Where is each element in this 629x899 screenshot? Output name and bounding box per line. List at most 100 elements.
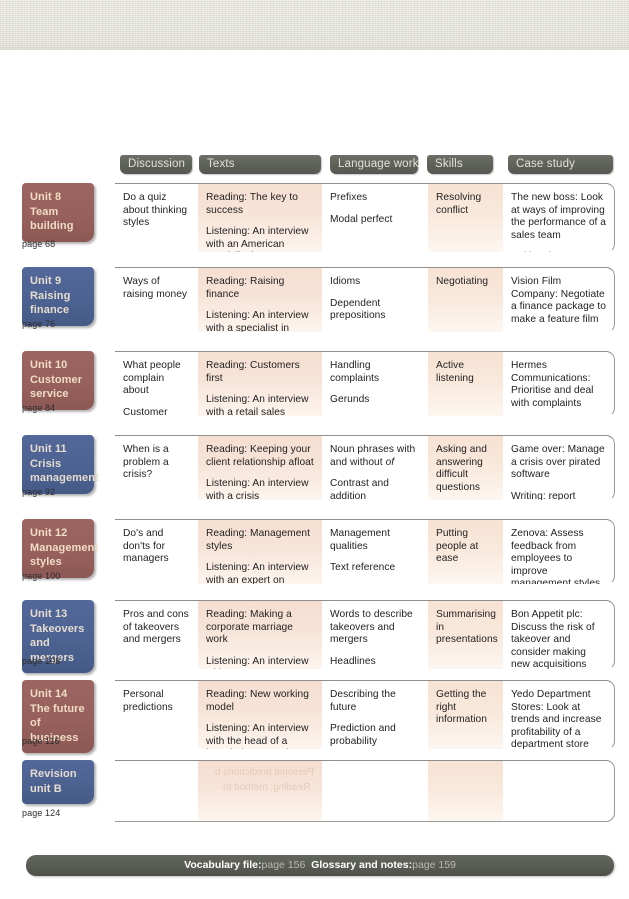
unit-tab[interactable]: Unit 13 Takeovers and mergers [22,600,94,673]
skills-column-shade [428,184,503,252]
unit-tab-line2: Crisis management [30,457,99,485]
cell-paragraph: Modal perfect [330,213,393,225]
cell-discussion: Do a quiz about thinking styles [115,184,198,236]
skills-column-shade [428,352,503,416]
cell-paragraph: Text reference [330,562,396,574]
unit-tab[interactable]: Unit 10 Customer service [22,351,94,410]
cell-discussion: Do's and don'ts for managers [115,520,198,572]
cell-paragraph: Personal predictions [123,689,173,713]
vocabulary-file-label: Vocabulary file: [184,859,262,871]
unit-tab-line2: unit B [30,782,62,795]
cell-language-work: Management qualities Text reference [322,520,428,581]
cell-paragraph: Hermes Communications: Prioritise and de… [511,360,594,409]
cell-paragraph: Asking and answering difficult questions [436,444,487,493]
column-header-texts: Texts [199,155,321,174]
cell-paragraph: Game over: Manage a crisis over pirated … [511,444,605,481]
cell-paragraph: The new boss: Look at ways of improving … [511,192,607,241]
column-header-case-study: Case study [508,155,613,174]
cell-discussion: When is a problem a crisis? [115,436,198,488]
cell-paragraph: Putting people at ease [436,528,479,565]
unit-page-reference: page 124 [22,808,61,818]
unit-tab-line1: Unit 12 [30,527,68,539]
column-header-language-work: Language work [330,155,418,174]
unit-page-reference: page 108 [22,656,61,666]
cell-skills: Summarising in presentations [428,601,503,653]
unit-row: Unit 10 Customer service page 84 What peopl… [0,351,629,423]
cell-language-work: Prefixes Modal perfect [322,184,428,232]
cell-texts: Reading: Keeping your client relationshi… [198,436,322,501]
cell-paragraph: Dependent prepositions [330,297,386,322]
unit-tab-line2: Management styles [30,541,99,569]
unit-page-reference: page 116 [22,736,60,746]
unit-row-content: Pros and cons of takeovers and mergers Re… [115,600,615,670]
cell-case-study [503,761,614,775]
unit-row: Unit 8 Team building page 68 Do a quiz abou… [0,183,629,259]
unit-row-content: Personal predictions Reading: New working… [115,680,615,750]
cell-paragraph: Reading: The key to success [206,192,298,216]
unit-tab[interactable]: Unit 12 Management styles [22,519,99,578]
texts-column-shade [198,352,322,416]
cell-texts: Reading: New working model Listening: An … [198,681,322,749]
cell-language-work: Words to describe takeovers and mergers H… [322,601,428,669]
cell-skills: Negotiating [428,268,503,295]
unit-tab[interactable]: Unit 9 Raising finance [22,267,94,326]
cell-paragraph: Reading: Management styles [206,528,311,552]
cell-paragraph: Resolving conflict [436,192,482,216]
unit-tab[interactable]: Unit 14 The future of business [22,680,94,753]
unit-tab[interactable]: Unit 8 Team building [22,183,94,242]
cell-paragraph: Words to describe takeovers and mergers [330,609,413,646]
cell-paragraph: Writing: letter [511,251,607,252]
unit-tab-line2: The future of business [30,702,85,744]
unit-row-content: When is a problem a crisis? Reading: Keep… [115,435,615,501]
column-headers: Discussion Texts Language work Skills Case s… [0,155,629,174]
cell-texts: Reading: Making a corporate marriage wor… [198,601,322,669]
cell-paragraph: When is a problem a crisis? [123,444,169,481]
unit-page-reference: page 76 [22,319,56,329]
unit-tab-line2: Takeovers and mergers [30,622,85,664]
glossary-page: page 159 [412,859,456,871]
cell-case-study: The new boss: Look at ways of improving … [503,184,614,252]
cell-discussion [115,761,198,775]
unit-tab-line1: Unit 11 [30,443,67,455]
skills-column-shade [428,761,503,821]
cell-skills: Getting the right information [428,681,503,733]
unit-tab-line1: Unit 8 [30,191,62,203]
unit-row-content: Personal predictions b Reading: method to [115,760,615,822]
vocabulary-file-page: page 156 [261,859,306,871]
cell-paragraph: Handling complaints [330,360,380,384]
cell-paragraph: Customer complaints [123,406,168,417]
unit-row: Unit 11 Crisis management page 92 When is a… [0,435,629,507]
cell-paragraph: Reading: Making a corporate marriage wor… [206,609,293,646]
skills-column-shade [428,436,503,500]
cell-language-work: Describing the future Prediction and prob… [322,681,428,749]
texts-column-shade [198,601,322,669]
unit-page-reference: page 100 [22,571,61,581]
column-header-discussion: Discussion [120,155,192,174]
unit-tab-line1: Unit 14 [30,688,68,700]
unit-page-reference: page 92 [22,487,56,497]
unit-tab-line1: Unit 9 [30,275,62,287]
cell-case-study: Zenova: Assess feedback from employees t… [503,520,614,584]
cell-discussion: What people complain about Customer compl… [115,352,198,417]
cell-texts: Reading: Management styles Listening: An … [198,520,322,585]
unit-tab-line1: Unit 10 [30,359,68,371]
unit-row: Unit 12 Management styles page 100 Do's and… [0,519,629,591]
texts-column-shade [198,436,322,500]
cell-paragraph: Describing the future [330,689,396,713]
cell-paragraph: Prediction and probability [330,723,396,747]
texts-column-shade [198,761,322,821]
cell-paragraph: What people complain about [123,360,181,397]
cell-texts: Reading: The key to success Listening: An… [198,184,322,252]
cell-language-work [322,761,428,775]
cell-paragraph: Listening: An interview with an expert o… [206,562,309,585]
cell-paragraph: Listening: An interview with an expert o… [206,655,309,669]
cell-paragraph: Contrast and addition [330,478,389,501]
cell-paragraph: Listening: An interview with a crisis ma… [206,478,309,501]
scan-texture-band [0,0,629,50]
cell-paragraph: Listening: An interview with the head of… [206,723,309,749]
unit-tab[interactable]: Unit 11 Crisis management [22,435,99,494]
cell-paragraph: Reading: New working model [206,689,309,713]
unit-tab[interactable]: Revision unit B [22,760,94,804]
cell-paragraph: Listening: An interview with a specialis… [206,310,309,333]
